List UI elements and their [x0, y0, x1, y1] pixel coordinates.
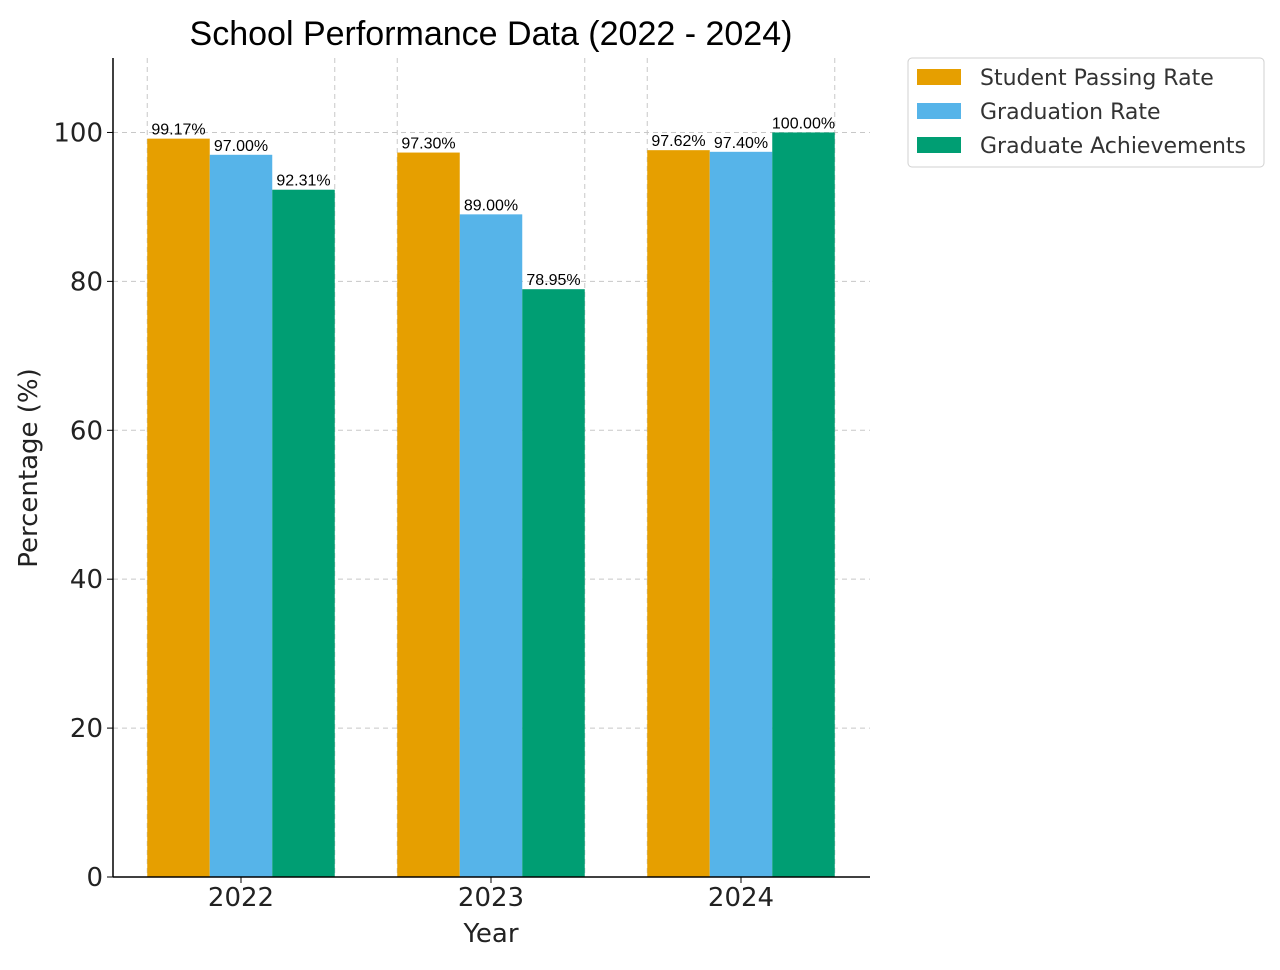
y-tick-label-80: 80 — [70, 267, 103, 297]
x-axis-label: Year — [462, 919, 518, 949]
tick-labels: 0 20 40 60 80 100 2022 2023 2024 — [53, 118, 774, 913]
y-tick-label-60: 60 — [70, 416, 103, 446]
bar-2022-series-2 — [272, 189, 335, 878]
bar-2024-series-1 — [709, 151, 773, 877]
data-label-2024-series-0: 97.62% — [651, 133, 705, 150]
legend-swatch-1 — [917, 103, 961, 119]
data-label-2022-series-1: 97.00% — [214, 138, 268, 155]
legend-frame — [907, 57, 1265, 168]
y-tick-label-0: 0 — [86, 863, 103, 893]
y-tick-label-100: 100 — [53, 118, 103, 148]
bar-2024-series-2 — [772, 132, 835, 878]
chart-title: School Performance Data (2022 - 2024) — [190, 15, 793, 53]
legend-label-0: Student Passing Rate — [980, 66, 1214, 91]
bar-2023-series-1 — [459, 214, 523, 877]
data-labels: 99.17% 97.30% 97.62% 97.00% 89.00% 97.40% 92.3… — [151, 115, 835, 289]
data-label-2023-series-1: 89.00% — [464, 197, 518, 214]
legend-label-1: Graduation Rate — [980, 100, 1161, 125]
legend-swatch-0 — [917, 69, 961, 85]
x-tick-label-2024: 2024 — [708, 883, 774, 913]
data-label-2022-series-2: 92.31% — [276, 173, 330, 190]
data-label-2023-series-0: 97.30% — [401, 136, 455, 153]
data-label-2023-series-2: 78.95% — [526, 272, 580, 289]
y-tick-label-40: 40 — [70, 565, 103, 595]
y-tick-label-20: 20 — [70, 714, 103, 744]
y-axis-label: Percentage (%) — [14, 368, 44, 568]
bar-2024-series-0 — [647, 150, 710, 877]
x-tick-label-2022: 2022 — [208, 883, 274, 913]
legend-swatch-2 — [917, 137, 961, 153]
bars — [147, 132, 835, 878]
data-label-2022-series-0: 99.17% — [151, 122, 205, 139]
legend: Student Passing Rate Graduation Rate Gradu… — [907, 57, 1265, 168]
axes — [107, 58, 870, 883]
x-tick-label-2023: 2023 — [458, 883, 524, 913]
bar-2022-series-0 — [147, 138, 210, 877]
bar-2023-series-0 — [397, 152, 460, 878]
bar-2022-series-1 — [209, 154, 273, 878]
bar-2023-series-2 — [522, 289, 585, 877]
data-label-2024-series-2: 100.00% — [772, 115, 835, 132]
legend-label-2: Graduate Achievements — [980, 134, 1246, 159]
data-label-2024-series-1: 97.40% — [714, 135, 768, 152]
